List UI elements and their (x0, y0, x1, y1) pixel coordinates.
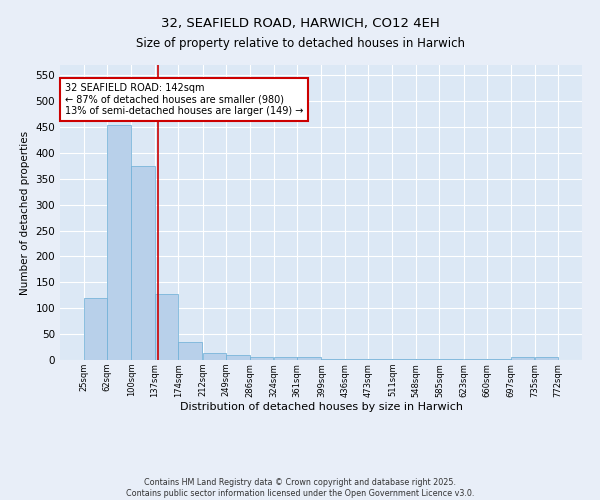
Bar (274, 358, 297, 360)
Bar (392, 359, 416, 360)
Bar (226, 355, 250, 360)
Bar (297, 358, 320, 360)
Bar (368, 359, 392, 360)
Bar (322, 359, 345, 360)
Text: Size of property relative to detached houses in Harwich: Size of property relative to detached ho… (136, 38, 464, 51)
Bar (535, 358, 558, 360)
Bar (84, 298, 107, 360)
Bar (439, 359, 463, 360)
Bar (416, 359, 439, 360)
Y-axis label: Number of detached properties: Number of detached properties (20, 130, 30, 294)
Bar (345, 359, 368, 360)
Bar (107, 124, 131, 360)
Text: Contains HM Land Registry data © Crown copyright and database right 2025.
Contai: Contains HM Land Registry data © Crown c… (126, 478, 474, 498)
X-axis label: Distribution of detached houses by size in Harwich: Distribution of detached houses by size … (179, 402, 463, 412)
Bar (203, 353, 226, 360)
Text: 32, SEAFIELD ROAD, HARWICH, CO12 4EH: 32, SEAFIELD ROAD, HARWICH, CO12 4EH (161, 18, 439, 30)
Bar (178, 342, 202, 360)
Bar (250, 358, 273, 360)
Text: 32 SEAFIELD ROAD: 142sqm
← 87% of detached houses are smaller (980)
13% of semi-: 32 SEAFIELD ROAD: 142sqm ← 87% of detach… (65, 82, 304, 116)
Bar (131, 166, 155, 360)
Bar (511, 358, 534, 360)
Bar (155, 294, 178, 360)
